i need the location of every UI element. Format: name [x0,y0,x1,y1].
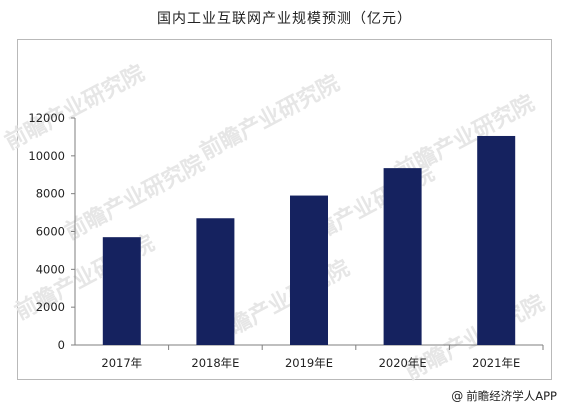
watermark-text: 前瞻产业研究院 [61,150,209,245]
chart-title: 国内工业互联网产业规模预测（亿元） [157,11,412,27]
chart-frame [17,39,552,380]
watermark-text: 前瞻产业研究院 [196,70,344,165]
y-tick-label: 8000 [36,187,65,201]
y-tick-label: 6000 [36,225,65,239]
bar-4 [383,168,422,345]
bar-2 [196,218,235,345]
x-tick-label: 2021年E [472,356,520,370]
bar-1 [102,237,141,345]
at-symbol: @ [451,389,464,403]
y-tick-label: 0 [58,338,65,352]
x-tick-label: 2017年 [101,356,142,370]
y-tick-label: 10000 [28,149,65,163]
source-text: 前瞻经济学人APP [466,389,557,403]
bar-3 [290,195,328,345]
bar-5 [477,135,516,345]
y-tick-label: 12000 [28,111,65,125]
x-tick-label: 2018年E [191,356,239,370]
bar-layer [102,135,516,345]
y-tick-label: 2000 [36,300,65,314]
x-tick-label: 2019年E [285,356,333,370]
y-tick-label: 4000 [36,262,65,276]
x-tick-label: 2020年E [379,356,427,370]
watermark-text: 前瞻产业研究院 [401,290,549,385]
label-layer: 0 2000 4000 6000 8000 10000 12000 2017年 2018年E 20… [28,111,520,370]
source-credit: @ 前瞻经济学人APP [451,388,557,404]
